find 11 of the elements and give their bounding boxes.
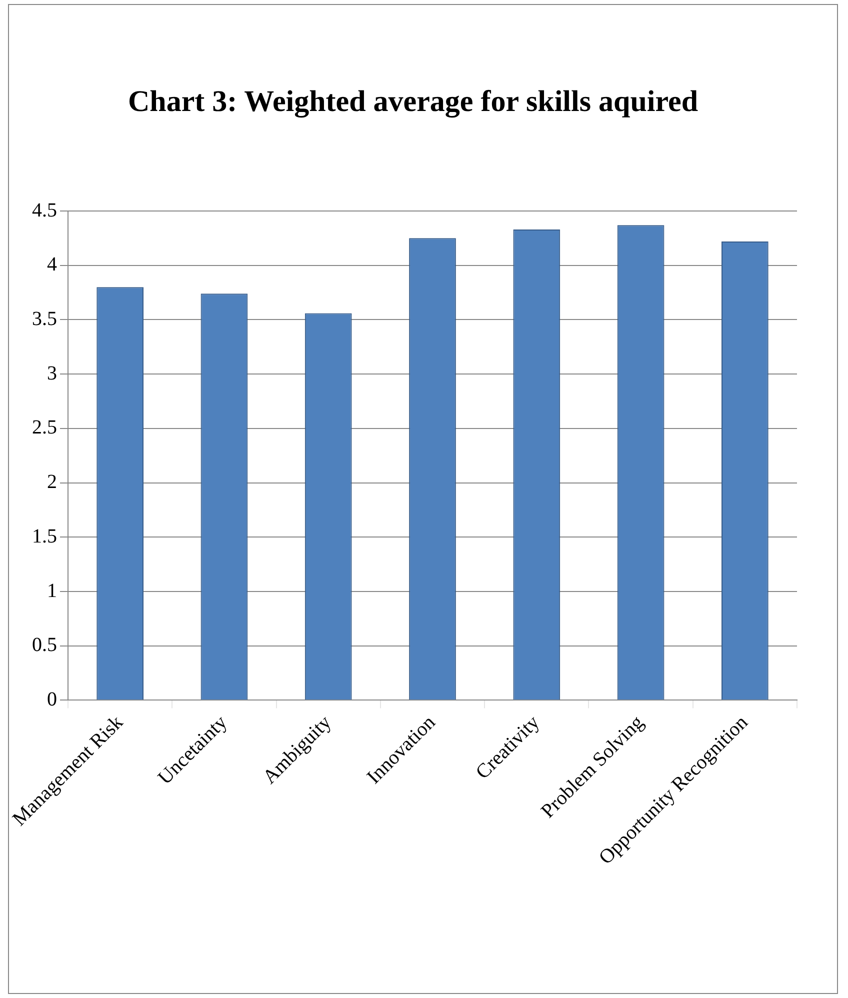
- y-tick-label: 0.5: [32, 634, 57, 656]
- y-tick-label: 2: [47, 471, 57, 494]
- y-tick-label: 2.5: [32, 416, 57, 439]
- y-tick-label: 0: [47, 688, 57, 710]
- chart-title: Chart 3: Weighted average for skills aquired: [128, 84, 698, 118]
- y-tick-label: 1.5: [32, 525, 57, 548]
- y-tick-label: 4: [47, 254, 57, 276]
- y-tick-label: 3.5: [32, 308, 57, 330]
- y-tick-label: 3: [47, 362, 57, 384]
- y-tick-label: 1: [47, 580, 57, 602]
- y-tick-label: 4.5: [32, 199, 57, 222]
